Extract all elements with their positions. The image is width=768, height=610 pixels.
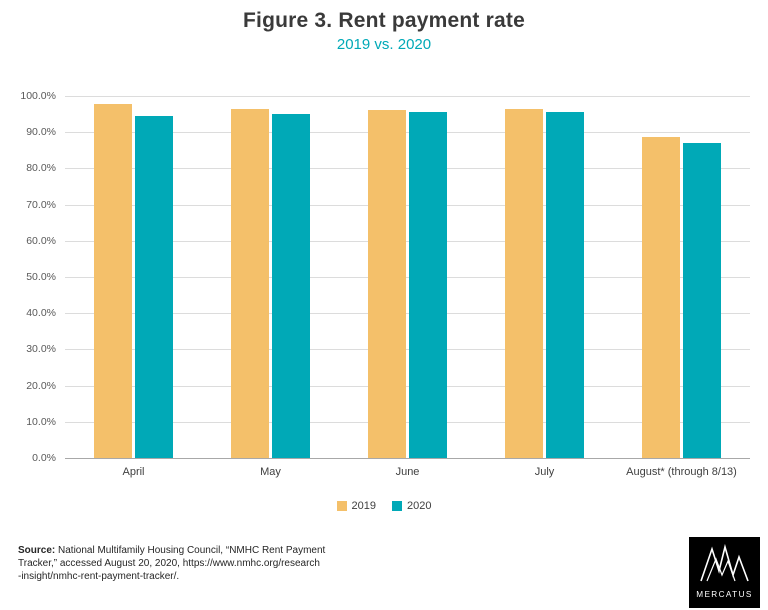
y-axis-tick-label: 100.0% — [20, 90, 56, 102]
y-axis-tick-label: 90.0% — [26, 126, 56, 139]
gridline — [65, 349, 750, 351]
gridline — [65, 277, 750, 278]
bar-2019-may — [231, 109, 269, 458]
bar-2020-july — [546, 111, 584, 458]
mercatus-mountains-icon: MERCATUS — [689, 537, 760, 608]
y-axis-tick-label: 50.0% — [26, 271, 56, 283]
gridline — [65, 421, 750, 423]
legend: 2019 2020 — [0, 500, 768, 512]
source-label: Source: — [18, 545, 56, 556]
y-axis-tick-label: 40.0% — [26, 307, 56, 320]
y-axis-tick-label: 60.0% — [26, 234, 56, 247]
chart-title: Figure 3. Rent payment rate — [243, 9, 525, 32]
legend-swatch-2020 — [392, 501, 402, 511]
gridline — [65, 204, 750, 206]
legend-label-2019: 2019 — [351, 500, 376, 512]
chart-subtitle: 2019 vs. 2020 — [336, 36, 432, 53]
legend-item-2020: 2020 — [392, 500, 431, 512]
gridline — [65, 458, 750, 459]
gridline — [65, 313, 750, 315]
source-text-1: National Multifamily Housing Council, “N… — [55, 545, 326, 556]
bar-2019-july — [505, 109, 543, 458]
source-line-3: -insight/nmhc-rent-payment-tracker/. — [18, 571, 180, 582]
y-axis-tick-label: 20.0% — [26, 379, 56, 392]
source-line-2: Tracker,” accessed August 20, 2020, http… — [18, 558, 320, 569]
gridline — [65, 385, 750, 387]
bar-2019-august* — [642, 136, 680, 458]
legend-label-2020: 2020 — [407, 500, 432, 512]
source-line-1: Source: National Multifamily Housing Cou… — [18, 544, 328, 557]
bar-2019-june — [368, 110, 406, 458]
y-axis-tick-label: 10.0% — [26, 415, 56, 428]
y-axis-tick-label: 80.0% — [26, 162, 56, 175]
bar-2020-may — [272, 114, 310, 458]
y-axis-tick-label: 70.0% — [26, 198, 56, 211]
mercatus-logo: MERCATUS — [689, 537, 760, 608]
gridline — [65, 240, 750, 242]
x-axis-category-label: June — [395, 466, 420, 478]
y-axis-tick-label: 30.0% — [26, 343, 56, 356]
mercatus-wordmark: MERCATUS — [696, 590, 753, 599]
bar-2020-august* — [683, 143, 721, 458]
gridline — [65, 168, 750, 170]
x-axis-category-label: August* (through 8/13) — [626, 466, 737, 478]
bar-2019-april — [94, 104, 132, 458]
y-axis-tick-label: 0.0% — [32, 452, 56, 464]
plot-area: 0.0% 10.0% 20.0% 30.0% 40.0% 50.0% 60.0% 70.0% 8… — [20, 90, 750, 478]
x-axis-category-label: April — [122, 466, 145, 478]
legend-swatch-2019 — [336, 501, 347, 511]
x-axis-category-label: May — [260, 466, 281, 478]
bar-2020-april — [135, 115, 173, 458]
bar-2020-june — [409, 112, 447, 458]
x-axis-category-label: July — [534, 466, 555, 478]
legend-item-2019: 2019 — [336, 500, 376, 512]
gridline — [65, 132, 750, 134]
source-note: Source: National Multifamily Housing Cou… — [18, 544, 328, 583]
gridline — [65, 96, 750, 97]
